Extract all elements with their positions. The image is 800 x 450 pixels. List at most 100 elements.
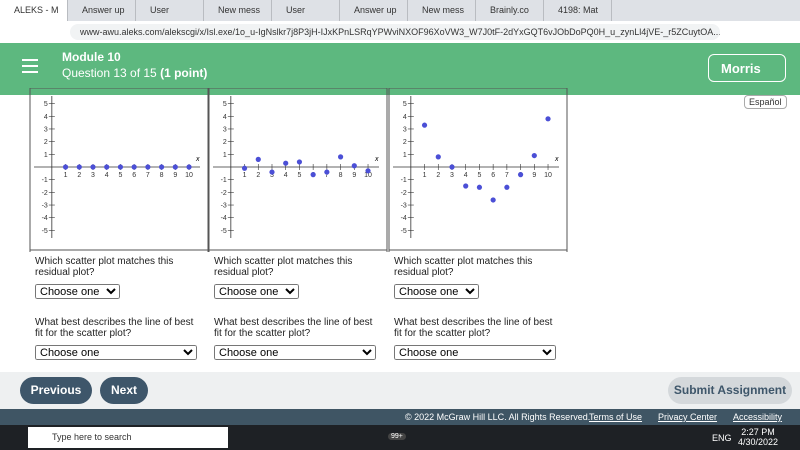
residual-point	[531, 152, 537, 159]
residual-point	[310, 172, 316, 178]
bottom-bar: Previous Next Submit Assignment	[0, 372, 800, 409]
x-tick-label: 8	[339, 172, 343, 179]
x-tick-label: 9	[532, 172, 536, 179]
select-1[interactable]: Choose one	[394, 284, 479, 299]
tab[interactable]: Answer up	[68, 0, 136, 21]
next-button[interactable]: Next	[100, 377, 148, 404]
select-2[interactable]: Choose one	[35, 345, 197, 360]
y-tick-label: -4	[401, 215, 407, 222]
x-tick-label: 9	[352, 172, 356, 179]
menu-icon[interactable]	[22, 59, 38, 61]
lang: ENG	[712, 433, 732, 443]
tab[interactable]: 4198: Mat	[544, 0, 612, 21]
x-tick-label: 10	[364, 172, 372, 179]
address-bar: www-awu.aleks.com/alekscgi/x/Isl.exe/1o_…	[0, 21, 800, 44]
select-1[interactable]: Choose one	[214, 284, 299, 299]
residual-point	[504, 184, 510, 190]
previous-button[interactable]: Previous	[20, 377, 92, 404]
x-tick-label: 4	[105, 172, 109, 179]
question-2: What best describes the line of best fit…	[35, 317, 194, 339]
tab[interactable]: New mess	[204, 0, 272, 21]
x-tick-label: 7	[325, 172, 329, 179]
y-tick-label: -3	[42, 203, 48, 210]
select-1[interactable]: Choose one	[35, 284, 120, 299]
url[interactable]: www-awu.aleks.com/alekscgi/x/Isl.exe/1o_…	[70, 24, 720, 40]
tab[interactable]: Brainly.co	[476, 0, 544, 21]
submit-button[interactable]: Submit Assignment	[668, 377, 792, 404]
residual-point	[365, 168, 371, 174]
tab[interactable]: User	[136, 0, 204, 21]
residual-point	[421, 122, 428, 128]
y-tick-label: 3	[403, 126, 407, 133]
select-2[interactable]: Choose one	[214, 345, 376, 360]
user-menu[interactable]: Morris	[708, 54, 786, 82]
panel-form: Which scatter plot matches this residual…	[35, 256, 197, 361]
select-2[interactable]: Choose one	[394, 345, 556, 360]
y-tick-label: 2	[44, 139, 48, 146]
residual-point	[90, 164, 96, 170]
module: Module 10	[62, 50, 121, 64]
tab-bar: ALEKS - M Answer up User New mess User Answer…	[0, 0, 800, 21]
search-box[interactable]: Type here to search	[28, 427, 228, 448]
y-tick-label: 3	[44, 126, 48, 133]
residual-point	[476, 184, 483, 190]
x-tick-label: 2	[256, 172, 260, 179]
residual-point	[255, 156, 261, 162]
header: Module 10 Question 13 of 15 (1 point) Mo…	[0, 43, 800, 95]
y-tick-label: 4	[403, 114, 407, 121]
residual-point	[186, 164, 192, 170]
residual-point	[117, 164, 124, 170]
x-tick-label: 10	[185, 172, 193, 179]
y-tick-label: -2	[401, 190, 407, 197]
y-tick-label: -4	[221, 215, 227, 222]
y-tick-label: -1	[42, 177, 48, 184]
y-tick-label: -1	[401, 177, 407, 184]
x-tick-label: 4	[284, 172, 288, 179]
panel-border	[208, 88, 388, 252]
x-tick-label: 5	[118, 172, 122, 179]
question-count: Question 13 of 15 (1 point)	[62, 66, 207, 80]
residual-point	[435, 154, 441, 160]
residual-point	[158, 164, 165, 170]
x-axis-label: x	[554, 156, 559, 163]
x-tick-label: 2	[77, 172, 81, 179]
y-tick-label: -5	[42, 228, 48, 235]
terms-link[interactable]: Terms of Use	[589, 412, 643, 422]
tab[interactable]: New mess	[408, 0, 476, 21]
privacy-link[interactable]: Privacy Center	[658, 412, 718, 422]
y-tick-label: 5	[44, 101, 48, 108]
y-tick-label: -2	[42, 190, 48, 197]
y-tick-label: 1	[223, 152, 227, 159]
residual-point	[337, 154, 344, 160]
question-1: Which scatter plot matches this residual…	[394, 256, 533, 278]
x-tick-label: 3	[270, 172, 274, 179]
x-tick-label: 1	[423, 172, 427, 179]
residual-point	[172, 164, 178, 170]
residual-point	[463, 183, 469, 189]
y-tick-label: -1	[221, 177, 227, 184]
y-tick-label: -3	[401, 203, 407, 210]
x-tick-label: 3	[450, 172, 454, 179]
accessibility-link[interactable]: Accessibility	[733, 412, 783, 422]
residual-point	[490, 197, 496, 203]
x-tick-label: 6	[491, 172, 495, 179]
copyright: © 2022 McGraw Hill LLC. All Rights Reser…	[405, 412, 591, 422]
residual-point	[241, 165, 248, 171]
x-tick-label: 6	[132, 172, 136, 179]
y-tick-label: 5	[223, 101, 227, 108]
residual-point	[131, 164, 137, 170]
tab[interactable]: User	[272, 0, 340, 21]
y-tick-label: 2	[403, 139, 407, 146]
y-tick-label: -5	[401, 228, 407, 235]
badge: 99+	[388, 433, 406, 440]
y-tick-label: 3	[223, 126, 227, 133]
x-axis-label: x	[374, 156, 379, 163]
question-2: What best describes the line of best fit…	[394, 317, 553, 339]
language-button[interactable]: Español	[744, 95, 787, 109]
x-tick-label: 1	[243, 172, 247, 179]
tab[interactable]: Answer up	[340, 0, 408, 21]
y-tick-label: 4	[44, 114, 48, 121]
tab[interactable]: ALEKS - M	[0, 0, 68, 21]
x-tick-label: 5	[297, 172, 301, 179]
panel-border	[388, 88, 568, 252]
